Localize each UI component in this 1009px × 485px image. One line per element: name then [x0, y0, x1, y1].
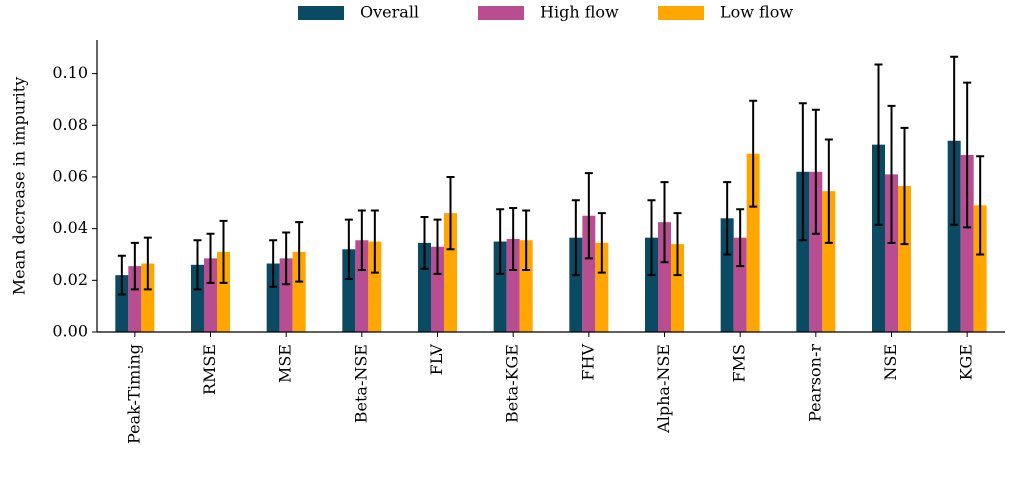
y-tick-label: 0.04 [52, 218, 88, 237]
error-bar [736, 208, 745, 268]
bar [645, 237, 658, 332]
error-bar [976, 155, 985, 256]
error-bar [597, 212, 606, 274]
x-tick-label: NSE [881, 344, 900, 381]
x-tick-label: Alpha-NSE [654, 344, 673, 434]
error-bar [963, 81, 972, 229]
error-bar [950, 55, 959, 226]
x-tick-label: FMS [730, 344, 749, 382]
error-bar [798, 102, 807, 242]
bar [885, 174, 898, 332]
bar [809, 171, 823, 332]
bar [506, 238, 520, 332]
y-tick-label: 0.02 [52, 270, 88, 289]
error-bar [206, 232, 215, 284]
error-bar [811, 108, 820, 235]
x-tick-label: FHV [578, 344, 597, 381]
bar [872, 144, 885, 332]
error-bar [295, 221, 304, 283]
y-tick-label: 0.08 [52, 115, 88, 134]
legend-label: High flow [540, 3, 619, 22]
error-bar [723, 181, 732, 256]
bar [368, 241, 382, 332]
legend-swatch [658, 6, 704, 20]
bar [342, 249, 356, 332]
legend-label: Overall [360, 3, 419, 22]
x-tick-label: Peak-Timing [124, 344, 143, 444]
bar [279, 258, 293, 332]
bar [973, 205, 987, 332]
error-bar [660, 181, 669, 264]
bar [141, 263, 155, 332]
bar [595, 242, 609, 332]
error-bar [874, 63, 883, 226]
bar [960, 154, 974, 332]
error-bar [900, 126, 909, 246]
bar [204, 258, 217, 332]
y-axis-label: Mean decrease in impurity [10, 77, 29, 295]
bar [128, 266, 142, 332]
bar [746, 153, 760, 332]
error-bar [357, 209, 366, 271]
bar [115, 275, 129, 332]
error-bar [496, 208, 505, 275]
legend-swatch [298, 6, 344, 20]
bar [292, 251, 306, 332]
bar [493, 241, 507, 332]
error-bar [571, 199, 580, 277]
bar [355, 240, 369, 332]
bar [733, 237, 747, 332]
error-bar [673, 212, 682, 277]
error-bar [130, 241, 139, 291]
error-bar [749, 99, 758, 208]
bar [582, 215, 596, 332]
error-bar [117, 254, 126, 296]
bar [191, 264, 204, 332]
error-bar [647, 199, 656, 277]
legend-swatch [478, 6, 524, 20]
bar [898, 186, 911, 332]
x-tick-label: RMSE [200, 344, 219, 395]
bar [822, 191, 836, 332]
error-bar [433, 218, 442, 275]
legend-label: Low flow [720, 3, 793, 22]
bar [671, 244, 684, 332]
error-bar [143, 236, 152, 291]
x-tick-label: MSE [276, 344, 295, 383]
x-tick-label: KGE [957, 344, 976, 380]
bar [569, 237, 583, 332]
bar [217, 251, 230, 332]
error-bar [584, 172, 593, 260]
error-bar [887, 104, 896, 244]
bar [266, 263, 280, 332]
bar [444, 213, 457, 332]
bar [720, 218, 734, 332]
error-bar [193, 239, 202, 291]
y-tick-label: 0.06 [52, 166, 88, 185]
error-bar [344, 218, 353, 281]
y-tick-label: 0.00 [52, 322, 88, 341]
error-bar [446, 175, 455, 251]
bar [658, 222, 671, 332]
x-tick-label: FLV [427, 344, 446, 376]
bar [519, 240, 533, 332]
error-bar [824, 138, 833, 244]
error-bar [219, 219, 228, 284]
error-bar [282, 231, 291, 286]
bar [418, 242, 431, 332]
error-bar [370, 209, 379, 274]
bar [796, 171, 810, 332]
x-tick-label: Pearson-r [805, 344, 824, 422]
error-bar [420, 216, 429, 270]
error-bar [269, 239, 278, 288]
bar [431, 246, 444, 332]
bar [947, 140, 961, 332]
error-bar [509, 206, 518, 271]
x-tick-label: Beta-NSE [351, 344, 370, 423]
x-tick-label: Beta-KGE [503, 344, 522, 423]
y-tick-label: 0.10 [52, 63, 88, 82]
error-bar [522, 209, 531, 271]
